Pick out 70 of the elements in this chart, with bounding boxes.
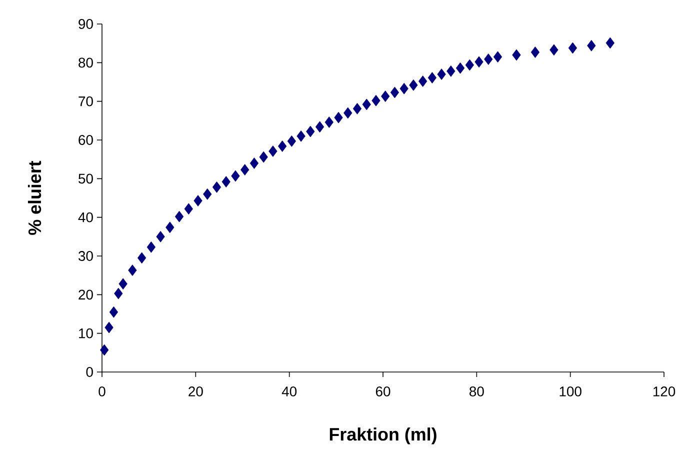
- point: [362, 98, 371, 110]
- point: [400, 82, 408, 94]
- point: [259, 151, 268, 163]
- point: [109, 306, 118, 318]
- y-tick-label: 70: [78, 96, 93, 106]
- point: [530, 46, 540, 58]
- point: [456, 62, 465, 74]
- y-tick-label: 0: [86, 367, 93, 377]
- point: [146, 241, 156, 253]
- point: [418, 76, 428, 87]
- point: [212, 181, 222, 193]
- point: [137, 252, 146, 264]
- point: [287, 135, 296, 147]
- point: [344, 107, 352, 119]
- x-tick-label: 80: [470, 386, 484, 396]
- point: [174, 210, 184, 222]
- point: [474, 56, 484, 68]
- x-tick-label: 20: [188, 386, 203, 396]
- y-tick-label: 20: [78, 290, 93, 300]
- point: [324, 116, 334, 128]
- y-tick-label: 50: [78, 174, 93, 184]
- point: [104, 322, 114, 334]
- point: [100, 344, 109, 356]
- point: [278, 140, 287, 152]
- point: [550, 44, 558, 56]
- point: [194, 195, 202, 206]
- x-tick-label: 120: [653, 386, 676, 396]
- x-tick-label: 100: [560, 386, 582, 396]
- point: [268, 146, 278, 157]
- x-tick-label: 60: [376, 386, 390, 396]
- point: [352, 102, 362, 114]
- point: [512, 49, 521, 61]
- point: [446, 65, 456, 77]
- point: [568, 42, 578, 54]
- point: [587, 40, 596, 52]
- y-tick-label: 30: [78, 251, 93, 261]
- point: [372, 94, 380, 106]
- y-tick-label: 40: [78, 212, 93, 222]
- y-tick-label: 80: [78, 58, 93, 68]
- y-axis-title: % eluiert: [28, 160, 42, 235]
- x-tick-label: 0: [98, 386, 106, 396]
- point: [128, 264, 137, 276]
- point: [409, 79, 418, 91]
- point: [437, 68, 446, 80]
- point: [203, 188, 212, 200]
- point: [428, 72, 437, 84]
- point: [118, 278, 128, 290]
- point: [231, 170, 240, 182]
- point: [156, 230, 165, 242]
- x-tick-label: 40: [282, 386, 297, 396]
- point: [493, 51, 502, 63]
- point: [114, 288, 123, 300]
- point: [334, 112, 343, 124]
- point: [250, 158, 259, 169]
- point: [381, 90, 390, 102]
- y-tick-label: 90: [78, 19, 93, 29]
- point: [465, 59, 474, 71]
- point: [606, 37, 614, 49]
- point: [184, 203, 193, 215]
- point: [484, 53, 493, 65]
- y-tick-label: 10: [79, 328, 93, 338]
- point: [315, 121, 324, 133]
- y-tick-label: 60: [78, 135, 93, 145]
- point: [222, 176, 230, 188]
- point: [306, 126, 315, 138]
- point: [296, 130, 306, 142]
- x-axis-title: Fraktion (ml): [330, 428, 436, 444]
- point: [390, 86, 400, 98]
- point: [240, 164, 250, 176]
- point: [166, 222, 174, 234]
